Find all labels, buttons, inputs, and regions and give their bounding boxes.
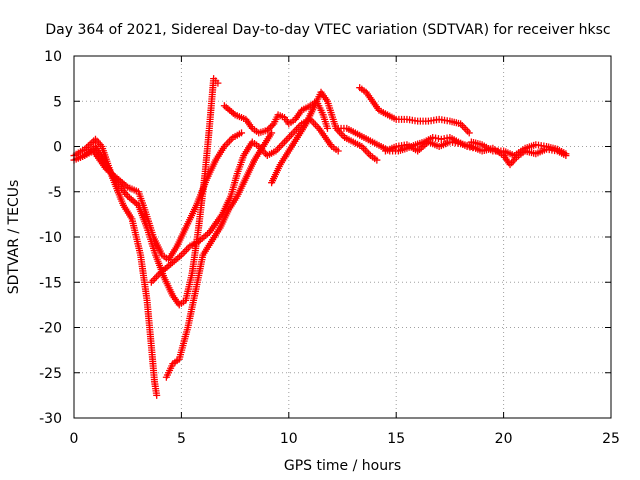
data-point — [562, 150, 570, 158]
x-axis-label: GPS time / hours — [284, 458, 401, 474]
x-tick-label: 20 — [495, 431, 513, 447]
data-point — [268, 121, 276, 129]
y-tick-label: -25 — [39, 366, 62, 382]
y-tick-label: 10 — [44, 49, 62, 65]
data-series-sat-track-k — [467, 138, 570, 160]
data-series-sat-track-i — [334, 124, 480, 155]
x-tick-label: 10 — [280, 431, 298, 447]
data-point — [267, 123, 275, 131]
y-tick-label: 5 — [53, 94, 62, 110]
data-series-sat-track-f — [220, 97, 331, 137]
data-series-sat-track-e — [147, 115, 342, 286]
data-series-sat-track-g — [268, 88, 381, 187]
data-point — [465, 129, 473, 137]
data-point — [263, 126, 271, 134]
data-point — [153, 391, 161, 399]
data-point — [88, 139, 96, 147]
data-series-sat-track-a — [70, 135, 161, 399]
y-tick-label: -20 — [39, 321, 62, 337]
x-tick-label: 25 — [602, 431, 620, 447]
data-point — [265, 125, 273, 133]
x-tick-label: 5 — [177, 431, 186, 447]
y-axis-label: SDTVAR / TECUs — [6, 180, 22, 295]
x-tick-label: 15 — [387, 431, 405, 447]
data-point — [238, 129, 246, 137]
data-point — [373, 156, 381, 164]
data-point — [323, 124, 331, 132]
data-point — [334, 147, 342, 155]
data-series-sat-track-c — [76, 129, 246, 264]
axis-layer: 0 5 10 15 20 25 -30 -25 -20 -15 -10 -5 0 5 10 — [39, 49, 620, 447]
y-tick-label: -10 — [39, 230, 62, 246]
y-tick-label: -5 — [48, 185, 62, 201]
data-series-sat-track-h — [356, 84, 473, 137]
data-layer — [70, 75, 570, 399]
chart-title: Day 364 of 2021, Sidereal Day-to-day VTE… — [45, 22, 610, 38]
x-tick-label: 0 — [70, 431, 79, 447]
grid-layer — [74, 56, 611, 418]
y-tick-label: -30 — [39, 411, 62, 427]
y-tick-label: -15 — [39, 275, 62, 291]
data-point — [268, 129, 276, 137]
y-tick-label: 0 — [53, 140, 62, 156]
data-point — [214, 79, 222, 87]
